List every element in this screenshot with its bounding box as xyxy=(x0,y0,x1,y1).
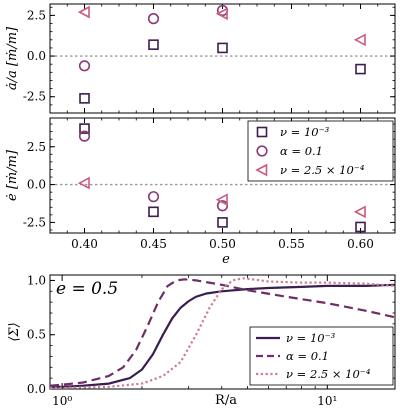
y-tick-label: -2.5 xyxy=(23,90,46,104)
y-tick-label: 2.5 xyxy=(27,8,46,22)
series-line xyxy=(50,277,396,389)
x-tick-label: 0.40 xyxy=(71,237,98,251)
legend-marker xyxy=(255,163,268,177)
panel-bottom-legend: ν = 10⁻³ α = 0.1 ν = 2.5 × 10⁻⁴ xyxy=(249,326,394,386)
data-point xyxy=(147,191,160,203)
panel-top-frame xyxy=(49,3,396,114)
x-tick-label: 10¹ xyxy=(317,394,337,408)
panel-top-ylabel: ȧ/a [ṁ/m] xyxy=(5,26,20,90)
data-point xyxy=(78,130,91,142)
y-tick-label: -2.5 xyxy=(23,215,46,229)
data-point xyxy=(77,176,90,190)
data-point xyxy=(215,7,228,21)
legend-label: ν = 10⁻³ xyxy=(280,125,330,139)
legend-label: α = 0.1 xyxy=(286,349,329,363)
x-tick-label: 0.50 xyxy=(209,237,236,251)
y-tick-label: 0.0 xyxy=(27,382,46,396)
panel-top: -2.5 0.0 2.5 ȧ/a [ṁ/m] xyxy=(5,3,396,114)
panel-bottom-ylabel: ⟨Σ⟩ xyxy=(7,322,22,341)
x-tick-label: 0.55 xyxy=(278,237,305,251)
panel-bottom-xlabel: R/a xyxy=(215,393,237,408)
panel-middle: -2.5 0.0 2.5 0.40 0.45 0.50 0.55 0.60 ė [ṁ/m] e… xyxy=(5,117,396,267)
legend-marker xyxy=(256,126,268,138)
y-tick-label: 0.5 xyxy=(27,328,46,342)
data-point xyxy=(148,39,159,50)
legend-label: ν = 2.5 × 10⁻⁴ xyxy=(286,367,371,381)
y-tick-label: 1.0 xyxy=(27,273,46,287)
data-point xyxy=(78,60,91,72)
data-point xyxy=(355,221,366,233)
data-point xyxy=(148,206,159,218)
data-point xyxy=(79,93,90,104)
legend-label: ν = 2.5 × 10⁻⁴ xyxy=(280,163,365,177)
x-tick-label: 0.45 xyxy=(140,237,167,251)
panel-bottom: 0.0 0.5 1.0 10⁰ 10¹ ⟨Σ⟩ R/a e = 0.5 ν = 10⁻³… xyxy=(7,273,396,408)
series-line xyxy=(50,283,396,388)
data-point xyxy=(217,217,228,228)
data-point xyxy=(147,13,160,25)
y-tick-label: 2.5 xyxy=(27,140,46,154)
data-point xyxy=(217,42,228,54)
data-point xyxy=(355,63,366,75)
panel-middle-xlabel: e xyxy=(222,252,230,267)
legend-marker xyxy=(256,145,268,157)
y-tick-label: 0.0 xyxy=(27,178,46,192)
legend-label: α = 0.1 xyxy=(280,144,323,158)
legend-box xyxy=(247,120,394,182)
panel-middle-legend: ν = 10⁻³ α = 0.1 ν = 2.5 × 10⁻⁴ xyxy=(247,120,394,182)
x-tick-label: 10⁰ xyxy=(52,394,72,408)
panel-bottom-frame xyxy=(49,274,396,390)
data-point xyxy=(353,205,366,219)
panel-bottom-annotation: e = 0.5 xyxy=(56,279,118,299)
y-tick-label: 0.0 xyxy=(27,49,46,63)
data-point xyxy=(215,193,228,207)
legend-label: ν = 10⁻³ xyxy=(286,331,336,345)
data-point xyxy=(77,5,90,19)
data-point xyxy=(353,33,366,47)
x-tick-label: 0.60 xyxy=(347,237,374,251)
series-line xyxy=(49,278,396,387)
data-point xyxy=(79,123,90,134)
panel-middle-ylabel: ė [ṁ/m] xyxy=(5,149,20,201)
